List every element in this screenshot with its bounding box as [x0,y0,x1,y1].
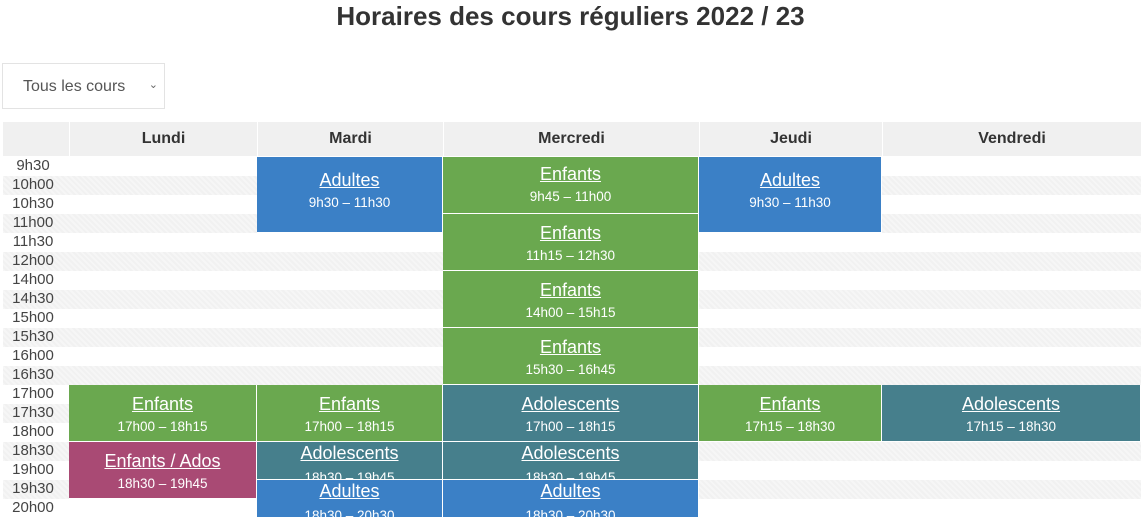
course-event[interactable]: Enfants 17h15 – 18h30 [699,385,882,442]
course-event-time: 17h15 – 18h30 [965,419,1057,434]
day-header-mardi: Mardi [257,122,443,156]
page-title: Horaires des cours réguliers 2022 / 23 [336,1,805,31]
course-event-time: 17h15 – 18h30 [744,419,836,434]
time-label: 15h30 [12,328,54,345]
course-event-name-link[interactable]: Adolescents [521,443,620,463]
course-event[interactable]: Enfants 11h15 – 12h30 [443,214,699,271]
course-event-name-link[interactable]: Adolescents [961,394,1061,414]
course-event-name-link[interactable]: Adultes [319,170,380,190]
time-label: 16h30 [12,366,54,383]
course-event-name-link[interactable]: Enfants [539,223,602,243]
course-event-time: 17h00 – 18h15 [525,419,616,434]
course-event[interactable]: Adolescents 17h00 – 18h15 [443,385,699,442]
course-event[interactable]: Enfants 17h00 – 18h15 [69,385,257,442]
time-label: 19h30 [12,480,54,497]
time-label: 12h00 [12,252,54,269]
course-event[interactable]: Adultes 18h30 – 20h30 [443,480,699,518]
course-event-name-link[interactable]: Adolescents [521,394,620,414]
course-event-name-link[interactable]: Adultes [540,481,601,501]
course-event[interactable]: Enfants 15h30 – 16h45 [443,328,699,385]
course-event[interactable]: Enfants 17h00 – 18h15 [257,385,443,442]
course-event-name-link[interactable]: Enfants [539,337,602,357]
time-label: 17h30 [12,404,54,421]
day-header-mercredi: Mercredi [443,122,699,156]
course-event[interactable]: Adolescents 17h15 – 18h30 [882,385,1141,442]
course-event-time: 9h45 – 11h00 [529,189,612,204]
course-event-name-link[interactable]: Enfants [131,394,194,414]
course-event[interactable]: Enfants / Ados 18h30 – 19h45 [69,442,257,499]
course-event-time: 18h30 – 19h45 [525,470,616,480]
time-label: 10h00 [12,176,54,193]
course-event-name-link[interactable]: Adolescents [300,443,399,463]
course-event-time: 9h30 – 11h30 [308,195,391,210]
course-event-time: 17h00 – 18h15 [117,419,208,434]
time-label: 14h30 [12,290,54,307]
course-event[interactable]: Adultes 18h30 – 20h30 [257,480,443,518]
course-event-time: 15h30 – 16h45 [525,362,616,377]
course-filter-value: Tous les cours [23,78,126,95]
course-event[interactable]: Adolescents 18h30 – 19h45 [443,442,699,480]
course-event-time: 18h30 – 20h30 [525,508,616,518]
course-event[interactable]: Enfants 9h45 – 11h00 [443,157,699,214]
course-event-name-link[interactable]: Adultes [759,170,821,190]
course-event-name-link[interactable]: Adultes [319,481,380,501]
time-label: 18h00 [12,423,54,440]
course-event-time: 18h30 – 19h45 [117,476,208,491]
course-event-time: 9h30 – 11h30 [749,195,831,210]
time-label: 10h30 [12,195,54,212]
course-event[interactable]: Enfants 14h00 – 15h15 [443,271,699,328]
header-time-corner [3,122,69,156]
time-label: 20h00 [12,499,54,516]
time-label: 11h30 [12,233,54,250]
time-label: 19h00 [12,461,54,478]
course-event[interactable]: Adultes 9h30 – 11h30 [699,157,882,233]
course-event-time: 18h30 – 19h45 [304,470,395,480]
course-event-name-link[interactable]: Enfants [759,394,821,414]
course-event-time: 17h00 – 18h15 [304,419,395,434]
course-event-name-link[interactable]: Enfants [318,394,381,414]
day-header-jeudi: Jeudi [699,122,882,156]
course-event-time: 14h00 – 15h15 [525,305,616,320]
time-label: 14h00 [12,271,54,288]
course-event[interactable]: Adolescents 18h30 – 19h45 [257,442,443,480]
course-event-name-link[interactable]: Enfants [539,164,602,184]
day-header-lundi: Lundi [69,122,257,156]
course-filter-select[interactable]: Tous les cours ⌄ [2,63,165,109]
course-event-time: 18h30 – 20h30 [304,508,395,518]
time-label: 16h00 [12,347,54,364]
course-event-name-link[interactable]: Enfants / Ados [104,451,221,471]
time-label: 18h30 [12,442,54,459]
course-event-name-link[interactable]: Enfants [539,280,602,300]
time-label: 9h30 [16,157,50,174]
course-event-time: 11h15 – 12h30 [525,248,616,263]
chevron-down-icon: ⌄ [148,79,158,91]
time-label: 11h00 [12,214,54,231]
course-event[interactable]: Adultes 9h30 – 11h30 [257,157,443,233]
time-label: 17h00 [12,385,54,402]
day-header-vendredi: Vendredi [882,122,1141,156]
time-label: 15h00 [12,309,54,326]
timetable-header: Lundi Mardi Mercredi Jeudi Vendredi [3,122,1141,156]
